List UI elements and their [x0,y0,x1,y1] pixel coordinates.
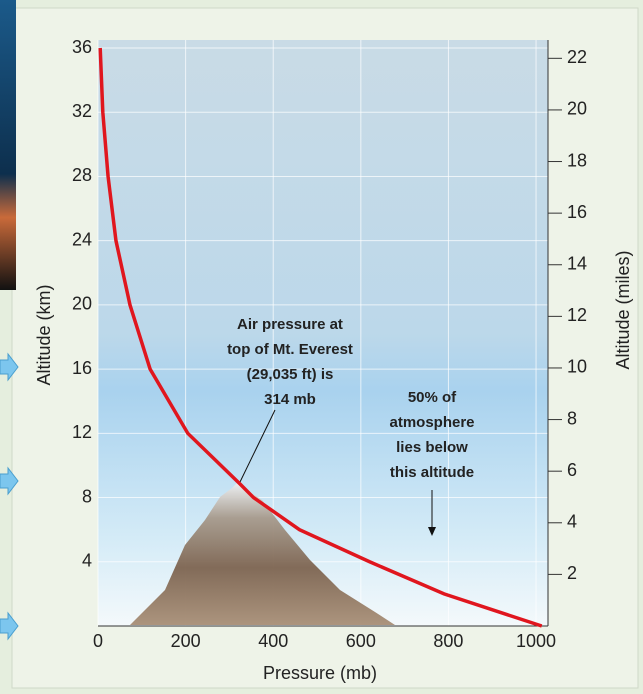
y2-tick-label: 4 [567,512,577,532]
x-tick-label: 800 [433,631,463,651]
y2-tick-label: 12 [567,305,587,325]
y2-tick-label: 16 [567,202,587,222]
annotation: this altitude [390,464,474,481]
y2-tick-label: 8 [567,408,577,428]
y2-axis-label: Altitude (miles) [613,250,633,369]
x-tick-label: 600 [346,631,376,651]
y2-tick-label: 18 [567,150,587,170]
y-tick-label: 28 [72,165,92,185]
line-series [98,47,543,628]
y-tick-label: 24 [72,229,92,249]
y-tick-label: 12 [72,422,92,442]
x-tick-label: 200 [171,631,201,651]
x-tick-label: 400 [258,631,288,651]
arrow-head [428,527,436,536]
y-axis-label: Altitude (km) [34,284,54,385]
y2-tick-label: 14 [567,254,587,274]
y2-tick-label: 6 [567,460,577,480]
mountain [130,482,395,625]
x-tick-label: 1000 [516,631,556,651]
y2-tick-label: 20 [567,99,587,119]
y-tick-label: 4 [82,551,92,571]
y2-tick-label: 22 [567,47,587,67]
annotation: 50% of [408,389,457,406]
y-tick-label: 36 [72,37,92,57]
y-tick-label: 16 [72,358,92,378]
photo-edge [0,0,16,290]
y-tick-label: 8 [82,486,92,506]
annotation-arrow [239,409,276,483]
y-tick-label: 32 [72,101,92,121]
x-tick-label: 0 [93,631,103,651]
y2-tick-label: 2 [567,563,577,583]
x-axis-label: Pressure (mb) [263,663,377,683]
annotation: 314 mb [264,391,316,408]
annotation: top of Mt. Everest [227,341,353,358]
annotation: (29,035 ft) is [247,366,334,383]
y2-tick-label: 10 [567,357,587,377]
side-arrows [0,352,19,641]
y-tick-label: 20 [72,294,92,314]
annotation: atmosphere [389,414,474,431]
annotation: lies below [396,439,468,456]
plot-area [98,40,548,626]
annotation: Air pressure at [237,316,343,333]
